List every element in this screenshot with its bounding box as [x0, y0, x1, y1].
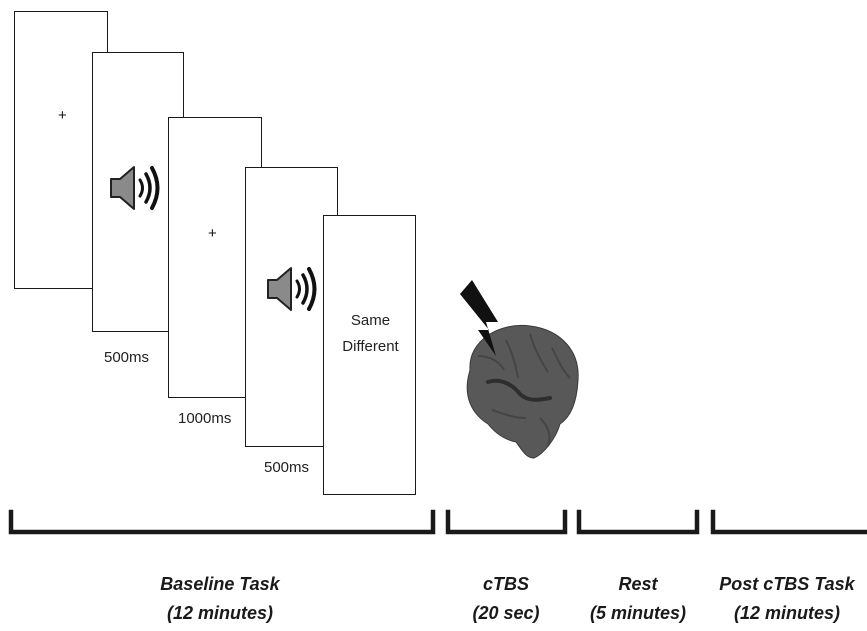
phase-name: cTBS — [482, 574, 529, 594]
response-different: Different — [342, 338, 399, 355]
lightning-bolt-icon — [460, 280, 498, 356]
bracket-ctbs — [445, 509, 568, 535]
bracket-baseline — [8, 509, 436, 535]
brain-icon — [466, 324, 579, 459]
bracket-rest — [576, 509, 700, 535]
phase-duration: (20 sec) — [472, 603, 540, 623]
response-same: Same — [350, 312, 391, 329]
response-frame: Same Different — [323, 215, 416, 495]
duration-label-1: 500ms — [104, 349, 150, 366]
speaker-icon — [110, 166, 160, 210]
sound-frame-1 — [92, 52, 184, 332]
phase-name: Rest — [618, 574, 658, 594]
fixation-cross: + — [208, 225, 217, 242]
bracket-post-ctbs — [710, 509, 867, 535]
response-options: Same Different — [324, 308, 417, 360]
duration-label-2: 1000ms — [178, 410, 232, 427]
phase-baseline-task: Baseline Task (12 minutes) — [110, 570, 330, 628]
sound-frame-2 — [245, 167, 338, 447]
phase-post-ctbs-task: Post cTBS Task (12 minutes) — [712, 570, 862, 628]
duration-label-3: 500ms — [264, 459, 310, 476]
phase-duration: (12 minutes) — [733, 603, 841, 623]
phase-ctbs: cTBS (20 sec) — [446, 570, 566, 628]
phase-duration: (5 minutes) — [589, 603, 686, 623]
phase-name: Baseline Task — [160, 574, 280, 594]
phase-duration: (12 minutes) — [166, 603, 274, 623]
speaker-icon — [267, 267, 317, 311]
phase-name: Post cTBS Task — [719, 574, 855, 594]
phase-rest: Rest (5 minutes) — [578, 570, 698, 628]
fixation-cross: + — [58, 107, 67, 124]
